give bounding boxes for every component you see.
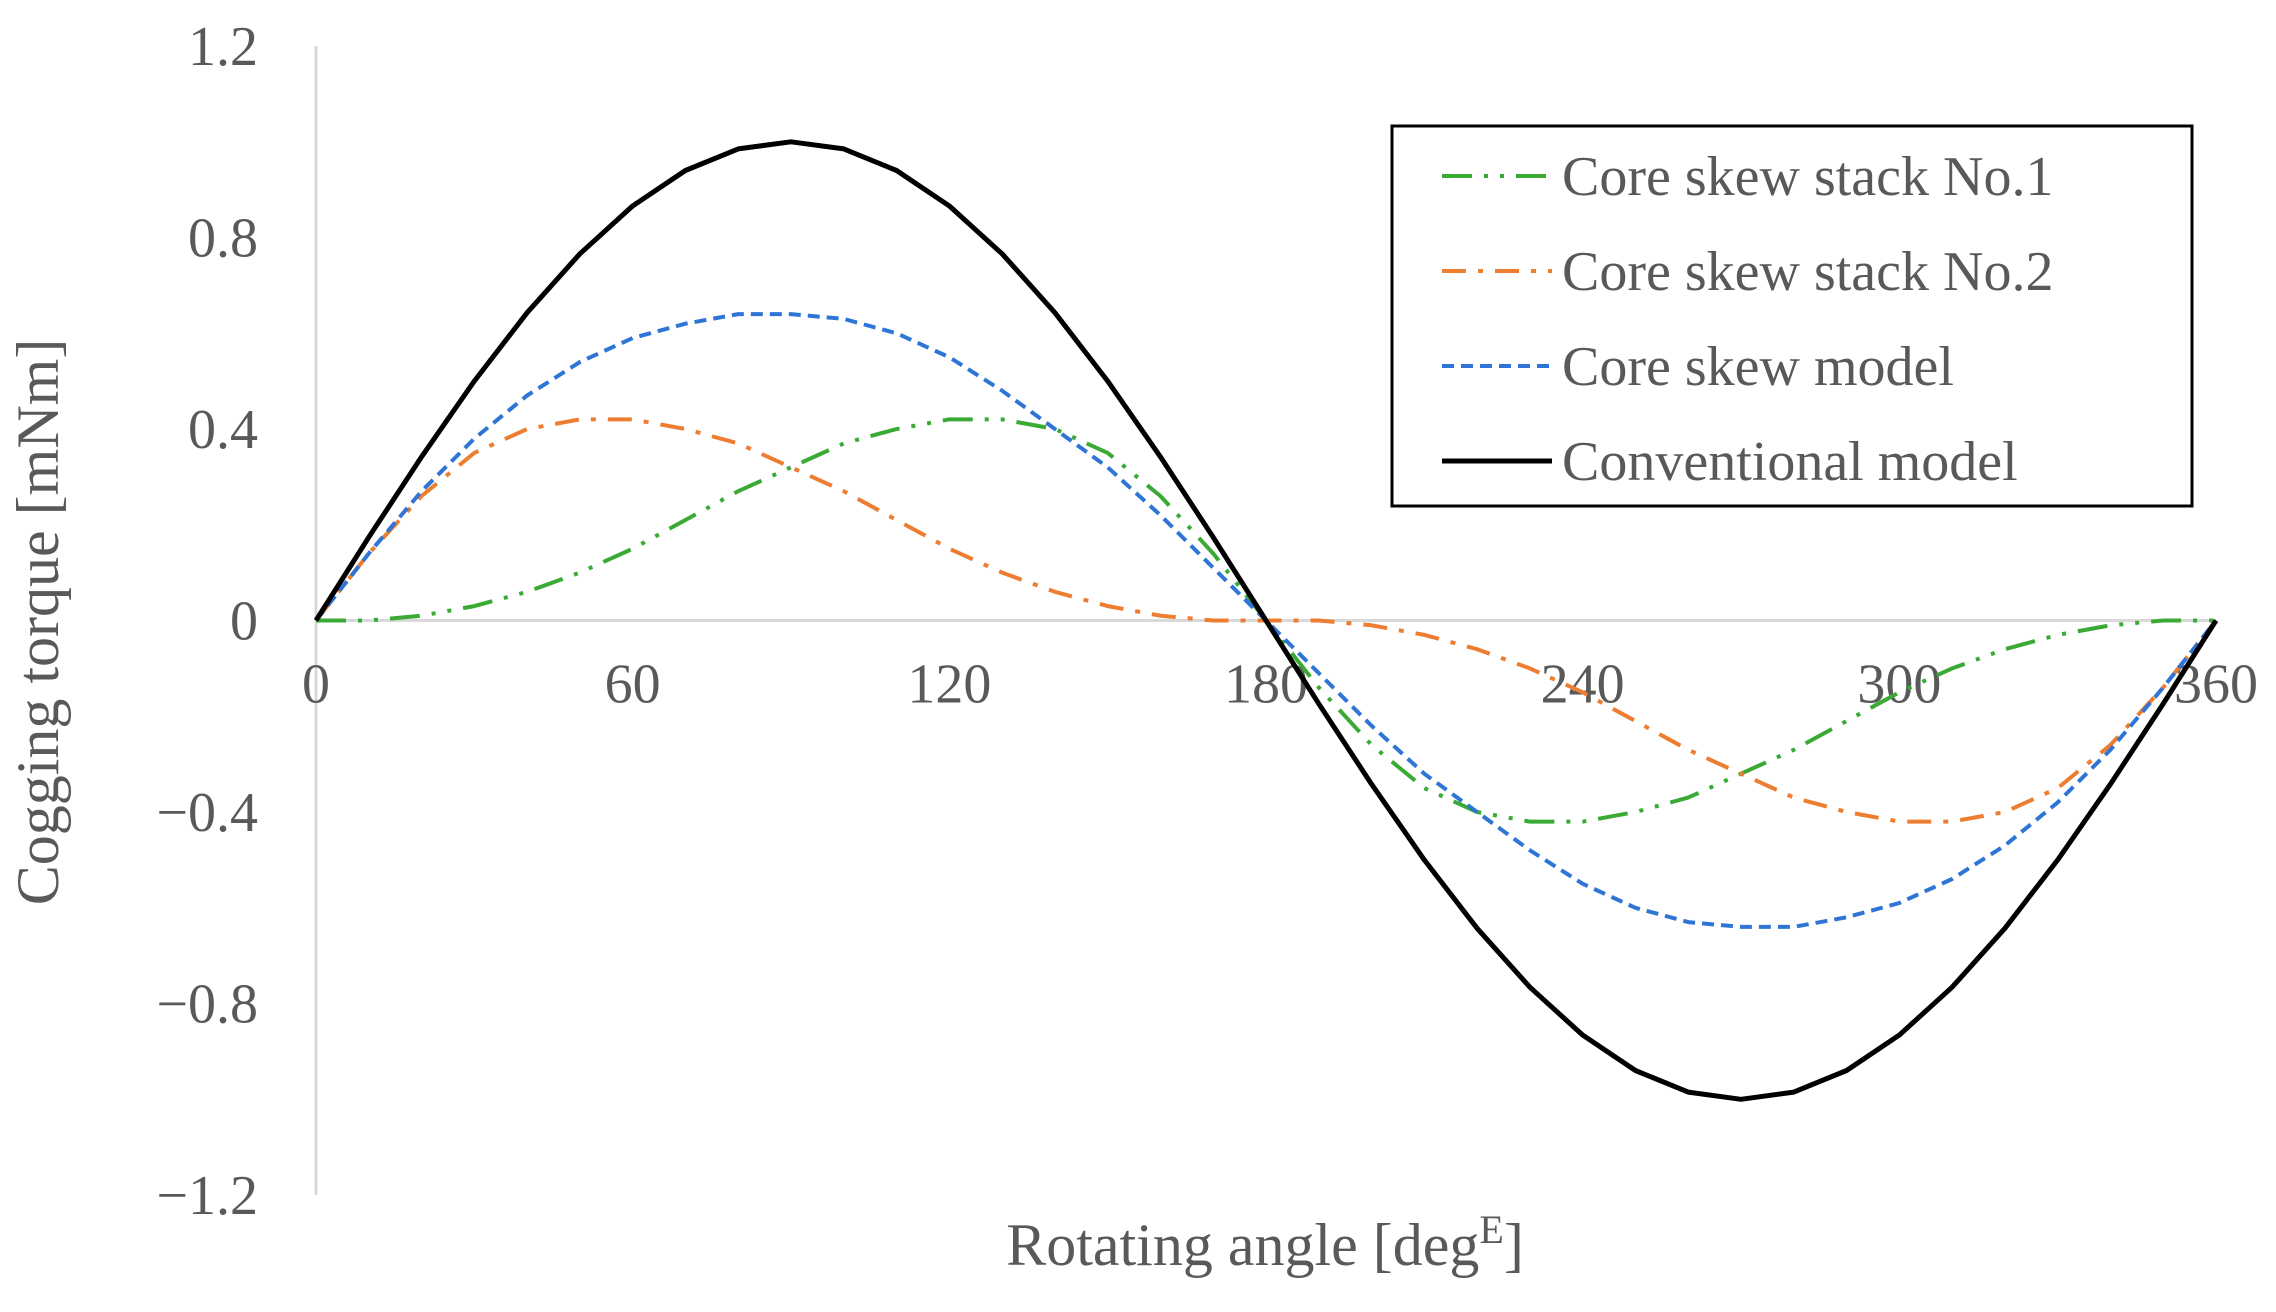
x-tick-label: 120	[907, 654, 991, 716]
legend: Core skew stack No.1 Core skew stack No.2…	[1390, 124, 2194, 508]
series-line-4	[313, 139, 2219, 1102]
y-axis-title: Cogging torque [mNm]	[5, 339, 71, 906]
x-axis-title-superscript: E	[1479, 1207, 1503, 1252]
y-tick-labels: 1.2 0.8 0.4 0 −0.4 −0.8 −1.2	[156, 16, 258, 1227]
y-tick-label: 0.8	[188, 208, 258, 270]
legend-label-3: Core skew model	[1562, 336, 1954, 398]
y-tick-label: 0	[230, 591, 258, 653]
x-axis-title-main: Rotating angle [deg	[1006, 1212, 1479, 1278]
y-tick-label: 0.4	[188, 399, 258, 461]
legend-label-1: Core skew stack No.1	[1562, 146, 2053, 208]
x-axis-title: Rotating angle [degE]	[1006, 1207, 1524, 1279]
legend-label-2: Core skew stack No.2	[1562, 241, 2053, 303]
y-tick-label: 1.2	[188, 16, 258, 78]
x-tick-label: 300	[1857, 654, 1941, 716]
legend-box	[1390, 124, 2194, 508]
y-tick-label: −0.4	[156, 782, 258, 844]
x-tick-label: 240	[1541, 654, 1625, 716]
y-tick-label: −1.2	[156, 1165, 258, 1227]
legend-label-4: Conventional model	[1562, 431, 2018, 493]
x-tick-labels: 0 60 120 180 240 300 360	[302, 654, 2258, 716]
x-tick-label: 60	[605, 654, 661, 716]
x-axis-title-suffix: ]	[1504, 1212, 1524, 1278]
x-tick-label: 0	[302, 654, 330, 716]
series-lines	[313, 139, 2219, 1102]
y-tick-label: −0.8	[156, 974, 258, 1036]
